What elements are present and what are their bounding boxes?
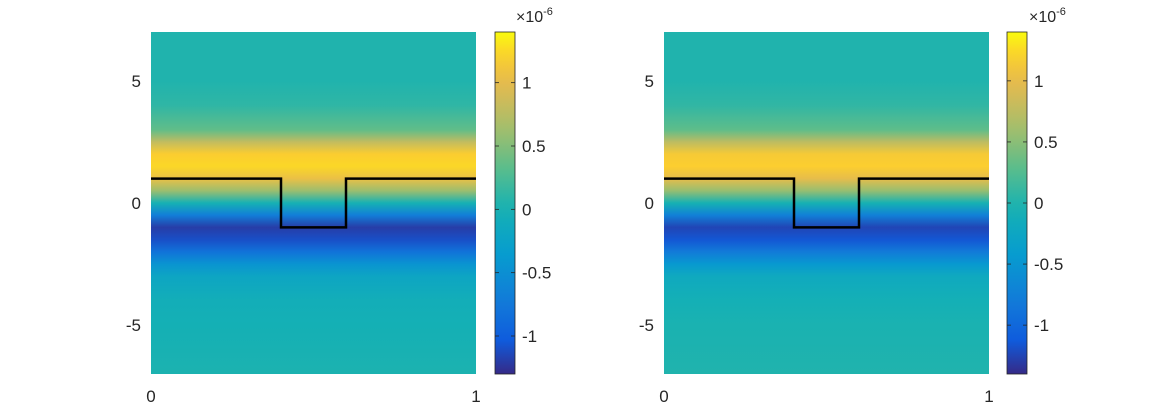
- panel-left: 5 0 -5 0 1 1 0.5 0 -0.5 -1 ×10-6: [126, 6, 553, 406]
- colorbar-tick-label: -0.5: [522, 264, 551, 283]
- colorbar-left: [494, 31, 516, 375]
- y-tick-label: 0: [132, 194, 141, 213]
- y-tick-label: 5: [645, 72, 654, 91]
- colorbar-exponent-right: ×10-6: [1029, 6, 1066, 26]
- colorbar-tick-label: -1: [522, 327, 537, 346]
- y-tick-label: 5: [132, 72, 141, 91]
- colorbar-tick-label: -0.5: [1034, 255, 1063, 274]
- y-tick-label: -5: [639, 316, 654, 335]
- boundary-curve-right: [664, 177, 989, 229]
- axes-left: 5 0 -5 0 1: [126, 72, 481, 406]
- y-tick-label: 0: [645, 194, 654, 213]
- colorbar-exponent-left: ×10-6: [516, 6, 553, 26]
- colorbar-tick-label: -1: [1034, 316, 1049, 335]
- x-tick-label: 0: [659, 387, 668, 406]
- colorbar-tick-label: 0: [522, 200, 531, 219]
- x-tick-label: 1: [471, 387, 480, 406]
- y-tick-label: -5: [126, 316, 141, 335]
- panel-right: 5 0 -5 0 1 1 0.5 0 -0.5 -1 ×10-6: [639, 6, 1066, 406]
- heatmap-right: [664, 32, 989, 374]
- colorbar-ticks-left: 1 0.5 0 -0.5 -1: [495, 74, 551, 346]
- x-tick-label: 0: [146, 387, 155, 406]
- colorbar-tick-label: 1: [1034, 72, 1043, 91]
- axes-right: 5 0 -5 0 1: [639, 72, 994, 406]
- colorbar-tick-label: 1: [522, 74, 531, 93]
- colorbar-tick-label: 0: [1034, 194, 1043, 213]
- heatmap-left: [151, 32, 476, 374]
- colorbar-tick-label: 0.5: [1034, 133, 1058, 152]
- colorbar-tick-label: 0.5: [522, 137, 546, 156]
- x-tick-label: 1: [984, 387, 993, 406]
- boundary-curve-left: [151, 177, 476, 229]
- colorbar-ticks-right: 1 0.5 0 -0.5 -1: [1007, 72, 1063, 335]
